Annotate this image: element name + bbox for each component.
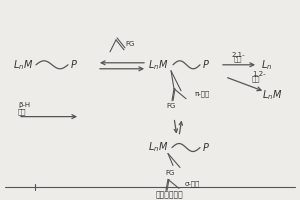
Text: FG: FG	[166, 103, 176, 109]
Text: FG: FG	[125, 41, 134, 47]
Text: 消除: 消除	[18, 108, 26, 115]
Text: $L_n$M: $L_n$M	[148, 141, 168, 154]
Text: $L_n$M: $L_n$M	[148, 58, 168, 72]
Text: FG: FG	[165, 170, 175, 176]
Text: $L_n$M: $L_n$M	[13, 58, 33, 72]
Text: P: P	[203, 143, 209, 153]
Text: 2,1-: 2,1-	[231, 52, 245, 58]
Text: 插入: 插入	[234, 55, 242, 62]
Text: β-H: β-H	[18, 102, 30, 108]
Text: $L_n$M: $L_n$M	[262, 88, 282, 102]
Text: P: P	[71, 60, 77, 70]
Text: $L_n$: $L_n$	[261, 58, 272, 72]
Text: P: P	[203, 60, 209, 70]
Text: 极性单体插入: 极性单体插入	[156, 190, 184, 199]
Text: σ-配位: σ-配位	[185, 180, 200, 187]
Text: 插入: 插入	[252, 75, 260, 82]
Text: π-配位: π-配位	[195, 90, 210, 97]
Text: 1,2-: 1,2-	[252, 71, 266, 77]
